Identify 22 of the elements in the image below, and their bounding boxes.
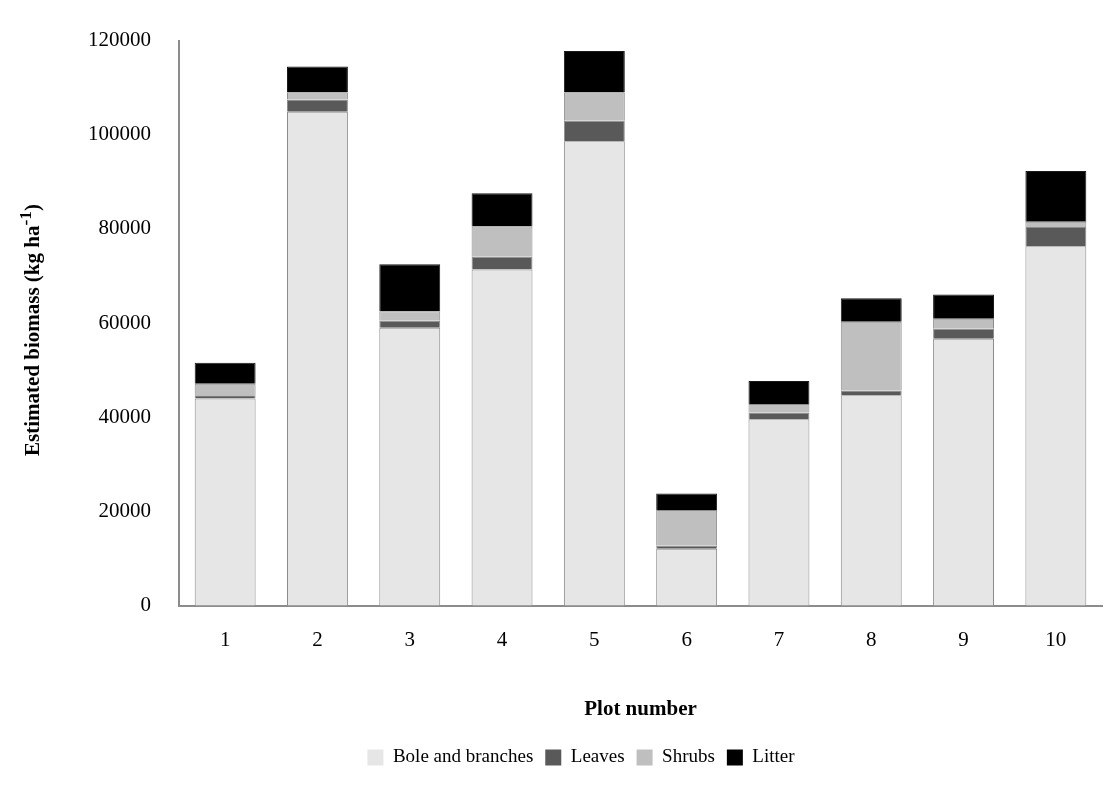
y-tick-label: 120000 — [88, 27, 151, 52]
y-tick-label: 60000 — [98, 309, 151, 334]
x-tick-label: 4 — [496, 626, 508, 651]
x-axis-title: Plot number — [584, 695, 697, 720]
legend-label: Shrubs — [662, 745, 715, 767]
y-tick-label: 0 — [140, 592, 151, 617]
x-tick-label: 8 — [866, 626, 877, 651]
x-tick-label: 6 — [681, 626, 692, 651]
x-tick-label: 2 — [312, 626, 323, 651]
x-tick-label: 9 — [958, 626, 969, 651]
y-tick-label: 100000 — [88, 121, 151, 146]
x-tick-label: 5 — [589, 626, 600, 651]
legend-label: Leaves — [570, 745, 625, 767]
y-tick-label: 20000 — [98, 497, 151, 522]
x-tick-label: 1 — [219, 626, 231, 651]
legend-label: Bole and branches — [392, 745, 534, 767]
y-tick-label: 40000 — [98, 403, 151, 428]
y-tick-label: 80000 — [98, 215, 151, 240]
x-tick-label: 7 — [773, 626, 785, 651]
x-tick-label: 3 — [404, 626, 415, 651]
legend-label: Litter — [752, 745, 796, 767]
x-tick-label: 10 — [1045, 626, 1067, 651]
